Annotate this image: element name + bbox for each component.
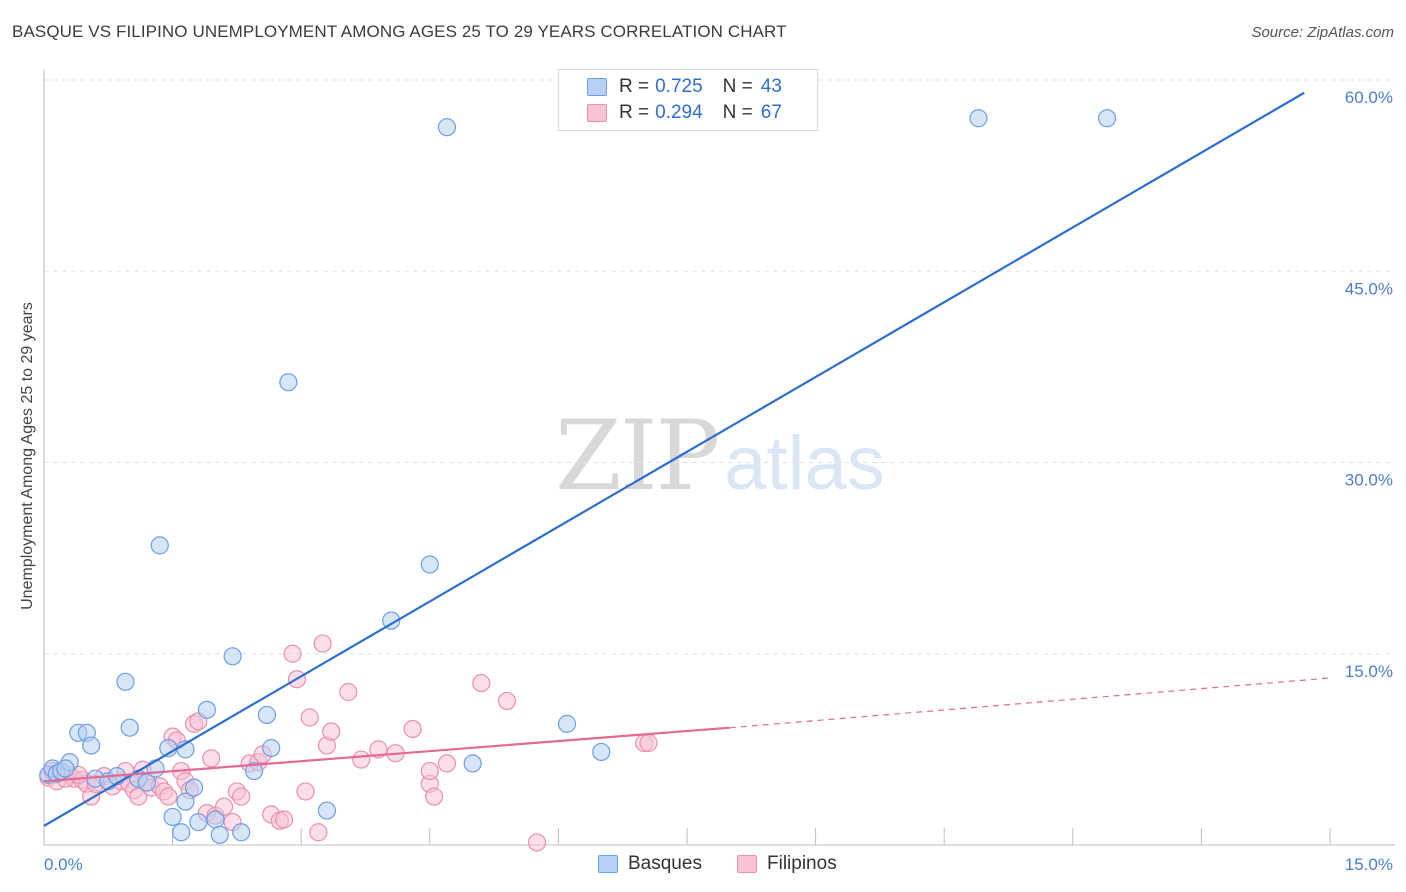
basques-point (206, 810, 225, 829)
y-tick-labels: 15.0% 30.0% 45.0% 60.0% (1345, 88, 1393, 681)
filipinos-trend-extension (729, 677, 1331, 729)
basques-point (257, 705, 277, 725)
filipinos-point (424, 787, 444, 806)
filipinos-point (159, 787, 178, 806)
filipinos-point (437, 754, 457, 773)
basques-point (232, 823, 251, 842)
filipinos-point (420, 761, 439, 781)
basques-point (262, 738, 281, 758)
legend-row-basques: R = 0.725 N = 43 (587, 74, 782, 100)
filipinos-point (296, 782, 315, 801)
filipinos-point (352, 750, 371, 769)
filipinos-point (639, 733, 658, 753)
chart-title: BASQUE VS FILIPINO UNEMPLOYMENT AMONG AG… (12, 22, 787, 41)
basques-point (1097, 109, 1117, 128)
basques-point (146, 759, 165, 778)
basques-point (189, 812, 208, 832)
basques-point (163, 807, 182, 827)
legend-row-filipinos: R = 0.294 N = 67 (587, 100, 782, 126)
filipinos-point (472, 673, 491, 693)
legend-filipinos: Filipinos (737, 852, 837, 876)
basques-point (592, 742, 611, 762)
legend-filipinos-swatch (737, 855, 757, 873)
basques-point (82, 736, 101, 755)
legend-basques: Basques (598, 852, 702, 876)
x-tick-left: 0.0% (44, 855, 83, 874)
filipinos-point (322, 722, 341, 741)
filipinos-legend-swatch (587, 104, 607, 122)
filipinos-point (202, 749, 221, 768)
x-tick-right: 15.0% (1345, 855, 1393, 874)
grid-lines (44, 79, 1395, 655)
y-tick-label: 45.0% (1345, 279, 1393, 298)
axes (43, 70, 1395, 846)
y-tick-label: 30.0% (1345, 471, 1393, 490)
basques-n-value: 43 (760, 76, 782, 97)
filipinos-point (339, 682, 358, 702)
filipinos-point (300, 708, 319, 727)
filipinos-point (369, 740, 388, 759)
basques-point (223, 647, 242, 666)
filipinos-r-value: 0.294 (655, 102, 703, 123)
basques-r-label: R = (619, 76, 650, 97)
basques-point (172, 823, 191, 842)
filipinos-point (274, 810, 294, 829)
legend-basques-swatch (598, 855, 618, 873)
filipinos-point (309, 823, 328, 842)
basques-point (184, 778, 204, 797)
filipinos-point (129, 787, 148, 806)
basques-n-label: N = (722, 76, 753, 97)
basques-point (120, 718, 139, 737)
basques-point (317, 801, 337, 820)
filipinos-point (403, 719, 422, 739)
y-tick-label: 15.0% (1345, 662, 1393, 681)
basques-point (437, 118, 457, 137)
basques-r-value: 0.725 (655, 76, 703, 97)
basques-point (210, 825, 229, 844)
basques-legend-swatch (587, 78, 607, 96)
filipinos-trend-line (43, 726, 730, 783)
legend-basques-label: Basques (628, 853, 702, 874)
legend-filipinos-label: Filipinos (767, 853, 837, 874)
basques-point (279, 373, 298, 392)
basques-point (244, 761, 264, 781)
filipinos-point (283, 644, 302, 663)
filipinos-n-value: 67 (760, 102, 782, 123)
source-label: Source: ZipAtlas.com (1251, 24, 1394, 41)
filipinos-point (313, 634, 332, 653)
basques-point (969, 109, 988, 128)
basques-points (39, 109, 1117, 844)
basques-point (116, 672, 135, 691)
basques-point (463, 754, 482, 773)
filipinos-point (497, 691, 517, 711)
filipinos-points (39, 634, 658, 852)
basques-point (56, 759, 75, 778)
filipinos-n-label: N = (722, 102, 753, 123)
filipinos-point (232, 787, 251, 806)
stats-legend: R = 0.725 N = 43 R = 0.294 N = 67 (558, 69, 818, 131)
y-tick-label: 60.0% (1345, 88, 1393, 107)
filipinos-r-label: R = (619, 102, 650, 123)
basques-point (197, 700, 216, 719)
basques-point (382, 611, 401, 630)
filipinos-point (527, 833, 547, 852)
basques-point (150, 536, 169, 555)
basques-point (557, 714, 577, 733)
filipinos-point (214, 797, 234, 816)
basques-point (420, 555, 439, 574)
basques-point (176, 792, 195, 811)
basques-trend-line (43, 91, 1305, 827)
trend-lines (43, 91, 1331, 827)
